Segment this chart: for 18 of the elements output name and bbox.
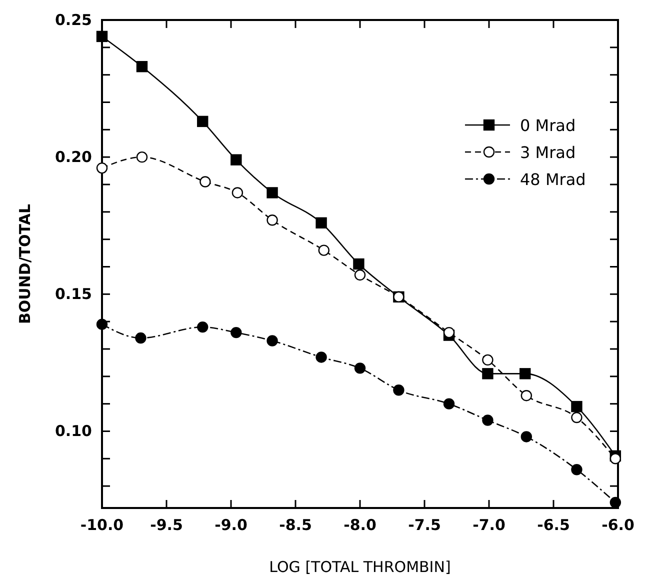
x-tick-label: -6.0 (602, 516, 634, 534)
x-axis-title: LOG [TOTAL THROMBIN] (269, 558, 451, 576)
x-tick-label: -6.5 (537, 516, 570, 534)
x-tick-label: -10.0 (80, 516, 124, 534)
y-tick-label: 0.20 (54, 148, 92, 166)
x-tick-label: -8.0 (344, 516, 376, 534)
legend-label: 0 Mrad (520, 116, 576, 135)
x-tick-label: -9.5 (150, 516, 183, 534)
x-tick-label: -7.5 (408, 516, 441, 534)
y-axis-title: BOUND/TOTAL (16, 204, 34, 324)
x-tick-label: -9.0 (214, 516, 248, 534)
y-tick-label: 0.10 (54, 422, 92, 440)
y-tick-label: 0.15 (54, 285, 92, 304)
legend-label: 3 Mrad (520, 143, 576, 162)
y-tick-label: 0.25 (54, 11, 92, 29)
x-tick-label: -8.5 (279, 516, 312, 534)
x-tick-label: -7.0 (472, 516, 506, 534)
legend-label: 48 Mrad (520, 170, 586, 189)
